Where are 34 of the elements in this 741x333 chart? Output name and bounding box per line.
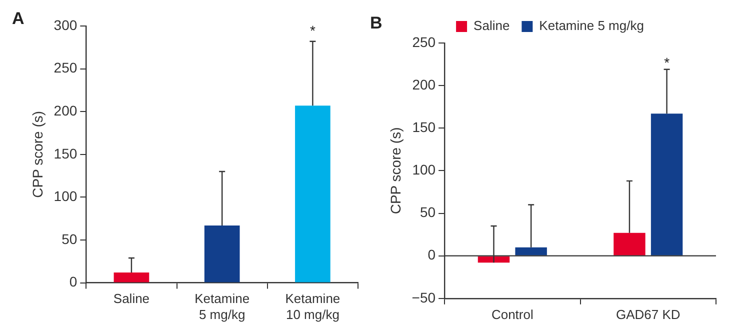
y-tick-label: 100 bbox=[54, 188, 78, 204]
x-tick-label: Saline bbox=[113, 291, 150, 306]
y-tick-label: 0 bbox=[428, 246, 436, 263]
y-tick-label: 0 bbox=[69, 274, 78, 290]
y-tick-label: 200 bbox=[54, 102, 78, 118]
chart-title: A bbox=[12, 9, 24, 28]
y-tick-label: 50 bbox=[62, 230, 78, 247]
y-tick-label: 250 bbox=[54, 60, 78, 76]
y-axis-title: CPP score (s) bbox=[29, 110, 46, 198]
bar bbox=[650, 114, 683, 256]
y-tick-label: 150 bbox=[54, 145, 78, 162]
y-tick-label: 150 bbox=[412, 118, 436, 135]
y-tick-label: 300 bbox=[54, 16, 78, 33]
x-tick-label: Control bbox=[491, 306, 534, 322]
bar bbox=[515, 247, 547, 256]
bar bbox=[204, 225, 240, 282]
y-tick-label: −50 bbox=[412, 289, 436, 306]
chart-title: B bbox=[370, 14, 382, 33]
bar bbox=[478, 256, 510, 263]
x-tick-label: Ketamine 5 mg/kg bbox=[194, 291, 250, 322]
x-tick-label: Ketamine 10 mg/kg bbox=[285, 291, 340, 322]
legend-label: Ketamine 5 mg/kg bbox=[539, 18, 644, 34]
annotation: * bbox=[310, 22, 316, 38]
y-axis-title: CPP score (s) bbox=[387, 127, 404, 214]
y-tick-label: 250 bbox=[412, 34, 436, 50]
bar bbox=[614, 232, 646, 256]
bar bbox=[114, 272, 150, 282]
y-tick-label: 200 bbox=[412, 76, 436, 92]
legend-label: Saline bbox=[474, 18, 510, 34]
y-tick-label: 100 bbox=[412, 162, 436, 178]
bar bbox=[295, 106, 330, 282]
annotation: * bbox=[664, 54, 670, 70]
x-tick-label: GAD67 KD bbox=[616, 306, 680, 322]
y-tick-label: 50 bbox=[420, 204, 436, 220]
